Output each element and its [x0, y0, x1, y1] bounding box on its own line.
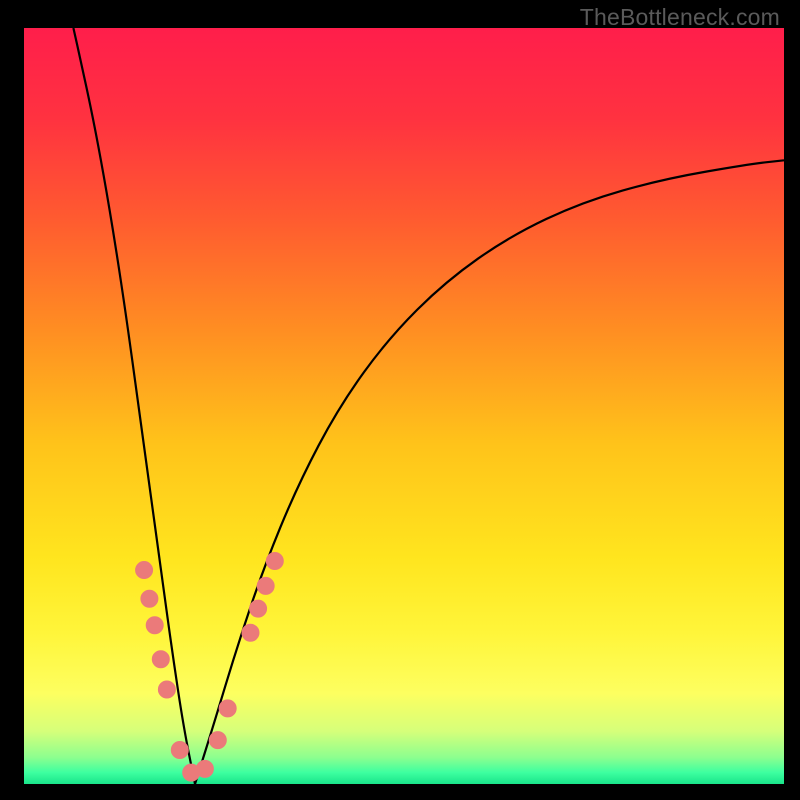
marker-point	[141, 590, 158, 607]
marker-point	[242, 624, 259, 641]
curve-right-branch	[195, 160, 784, 784]
marker-point	[152, 651, 169, 668]
marker-point	[250, 600, 267, 617]
plot-area	[24, 28, 784, 784]
marker-point	[146, 617, 163, 634]
marker-point	[209, 732, 226, 749]
marker-point	[136, 562, 153, 579]
marker-point	[158, 681, 175, 698]
marker-point	[266, 552, 283, 569]
marker-point	[257, 577, 274, 594]
curve-left-branch	[73, 28, 195, 784]
chart-root: TheBottleneck.com	[0, 0, 800, 800]
marker-point	[171, 741, 188, 758]
watermark-text: TheBottleneck.com	[580, 4, 780, 31]
marker-point	[196, 760, 213, 777]
marker-point	[219, 700, 236, 717]
curve-layer	[24, 28, 784, 784]
